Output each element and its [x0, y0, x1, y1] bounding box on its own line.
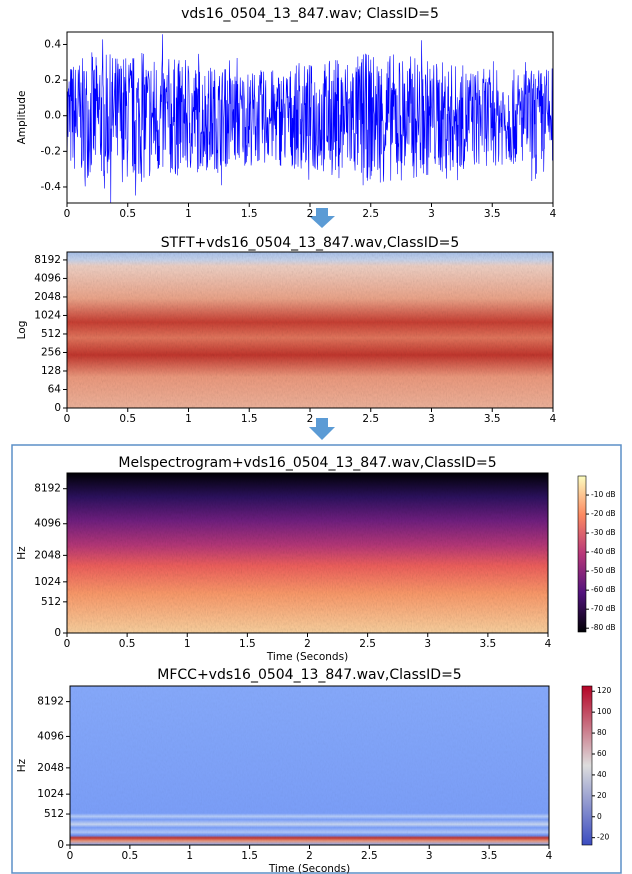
x-tick-label: 4	[550, 208, 557, 220]
x-tick-label: 4	[545, 638, 552, 650]
y-tick-label: 0.0	[44, 110, 61, 122]
y-tick-label: 4096	[37, 730, 64, 742]
x-axis-label: Time (Seconds)	[268, 863, 350, 874]
x-tick-label: 0	[64, 413, 71, 425]
y-tick-label: 8192	[34, 483, 61, 495]
y-tick-label: 4096	[34, 518, 61, 530]
x-tick-label: 2.5	[361, 850, 378, 862]
y-tick-label: -0.2	[41, 145, 62, 157]
colorbar-tick-label: -20	[597, 833, 609, 842]
colorbar-tick-label: -70 dB	[591, 604, 616, 613]
y-tick-label: 0	[57, 839, 64, 851]
x-tick-label: 1.5	[239, 638, 256, 650]
colorbar-tick-label: 80	[597, 728, 607, 737]
x-tick-label: 3	[428, 208, 435, 220]
y-axis-label: Hz	[16, 758, 28, 772]
colorbar-tick-label: 60	[597, 749, 607, 758]
x-tick-label: 3.5	[481, 850, 498, 862]
x-tick-label: 2	[307, 208, 314, 220]
mfcc-texture	[70, 686, 549, 845]
x-tick-label: 3	[426, 850, 433, 862]
x-tick-label: 3	[424, 638, 431, 650]
chart-title: Melspectrogram+vds16_0504_13_847.wav,Cla…	[118, 455, 496, 471]
flow-arrow	[309, 208, 335, 228]
colorbar-tick-label: -50 dB	[591, 566, 616, 575]
chart-title: STFT+vds16_0504_13_847.wav,ClassID=5	[161, 235, 460, 251]
spectrogram-texture	[67, 473, 548, 633]
flow-arrow	[309, 418, 335, 440]
y-tick-label: 512	[41, 596, 61, 608]
colorbar-tick-label: 40	[597, 770, 607, 779]
y-tick-label: 8192	[34, 254, 61, 266]
x-tick-label: 0.5	[119, 208, 136, 220]
y-axis-label: Log	[16, 321, 28, 340]
y-tick-label: 512	[41, 328, 61, 340]
chart-title: vds16_0504_13_847.wav; ClassID=5	[181, 6, 439, 22]
colorbar	[581, 685, 593, 846]
y-tick-label: 1024	[34, 576, 61, 588]
x-tick-label: 0	[64, 208, 71, 220]
x-tick-label: 0.5	[119, 638, 136, 650]
y-tick-label: 0.4	[44, 38, 61, 50]
y-tick-label: 2048	[37, 762, 64, 774]
colorbar-tick-label: -20 dB	[591, 509, 616, 518]
x-tick-label: 1	[185, 208, 192, 220]
colorbar-tick-label: -80 dB	[591, 623, 616, 632]
x-tick-label: 0.5	[119, 413, 136, 425]
x-tick-label: 1	[186, 850, 193, 862]
colorbar-tick-label: 0	[597, 812, 602, 821]
x-tick-label: 3.5	[480, 638, 497, 650]
y-tick-label: 128	[41, 365, 61, 377]
x-tick-label: 4	[546, 850, 553, 862]
y-tick-label: 0	[54, 402, 61, 414]
x-tick-label: 1	[184, 638, 191, 650]
y-tick-label: 2048	[34, 549, 61, 561]
colorbar-tick-label: 120	[597, 686, 612, 695]
y-tick-label: 64	[48, 383, 62, 395]
x-tick-label: 0	[64, 638, 71, 650]
x-tick-label: 2	[306, 850, 313, 862]
panel-frame	[11, 444, 622, 874]
x-tick-label: 1.5	[241, 850, 258, 862]
colorbar-tick-label: 20	[597, 791, 607, 800]
x-tick-label: 2	[304, 638, 311, 650]
y-tick-label: -0.4	[41, 181, 62, 193]
x-tick-label: 3.5	[484, 413, 501, 425]
x-tick-label: 1	[185, 413, 192, 425]
x-tick-label: 1.5	[241, 413, 258, 425]
y-tick-label: 4096	[34, 272, 61, 284]
x-tick-label: 1.5	[241, 208, 258, 220]
x-tick-label: 0	[67, 850, 74, 862]
spectrogram-texture	[67, 252, 553, 408]
y-tick-label: 1024	[34, 309, 61, 321]
x-axis-label: Time (Seconds)	[266, 651, 348, 663]
y-tick-label: 8192	[37, 696, 64, 708]
colorbar-tick-label: -40 dB	[591, 547, 616, 556]
y-tick-label: 256	[41, 346, 61, 358]
y-tick-label: 0.2	[44, 74, 61, 86]
y-axis-label: Amplitude	[16, 91, 28, 145]
x-tick-label: 3.5	[484, 208, 501, 220]
colorbar-tick-label: 100	[597, 707, 612, 716]
y-tick-label: 1024	[37, 788, 64, 800]
y-tick-label: 0	[54, 627, 61, 639]
x-tick-label: 2	[307, 413, 314, 425]
x-tick-label: 4	[550, 413, 557, 425]
y-tick-label: 512	[44, 808, 64, 820]
chart-title: MFCC+vds16_0504_13_847.wav,ClassID=5	[157, 667, 461, 683]
x-tick-label: 0.5	[122, 850, 139, 862]
colorbar-tick-label: -10 dB	[591, 490, 616, 499]
x-tick-label: 2.5	[362, 208, 379, 220]
waveform	[66, 34, 554, 204]
x-tick-label: 2.5	[359, 638, 376, 650]
colorbar	[577, 475, 587, 633]
colorbar-tick-label: -60 dB	[591, 585, 616, 594]
y-tick-label: 2048	[34, 291, 61, 303]
x-tick-label: 2.5	[362, 413, 379, 425]
y-axis-label: Hz	[16, 546, 28, 560]
colorbar-tick-label: -30 dB	[591, 528, 616, 537]
x-tick-label: 3	[428, 413, 435, 425]
